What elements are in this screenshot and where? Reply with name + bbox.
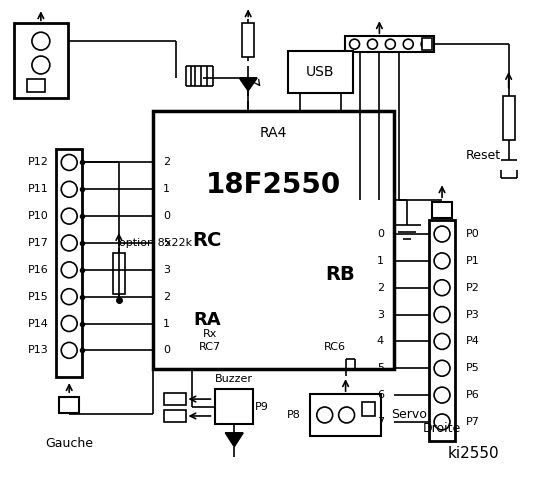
Bar [215,389,253,424]
Circle shape [61,235,77,251]
Text: RC7: RC7 [199,342,221,352]
Circle shape [434,280,450,296]
Bar [345,36,434,52]
Text: 0: 0 [163,345,170,355]
Text: 18F2550: 18F2550 [206,171,341,199]
Bar [310,394,382,436]
Text: RB: RB [325,265,354,284]
Text: 3: 3 [163,265,170,275]
Text: P9: P9 [255,402,269,411]
Text: P17: P17 [28,238,49,248]
Text: P6: P6 [466,390,480,400]
Text: 1: 1 [377,256,384,266]
Text: P0: P0 [466,229,480,239]
Circle shape [338,407,354,423]
Text: P15: P15 [28,292,49,301]
Text: RC: RC [192,230,222,250]
Text: 5: 5 [377,363,384,373]
Circle shape [434,226,450,242]
Bar [13,23,68,98]
Circle shape [61,208,77,224]
Circle shape [368,39,377,49]
Text: RC6: RC6 [324,342,346,352]
Text: Buzzer: Buzzer [215,374,253,384]
Bar [429,220,455,441]
Circle shape [61,288,77,305]
Circle shape [32,56,50,74]
Text: Servo: Servo [392,408,427,421]
Circle shape [349,39,359,49]
Text: Rx: Rx [203,329,217,339]
Text: P1: P1 [466,256,480,266]
Text: Reset: Reset [466,149,502,162]
Text: 3: 3 [377,310,384,320]
Text: option 8x22k: option 8x22k [119,238,192,248]
Text: P7: P7 [466,417,480,427]
Circle shape [317,407,333,423]
Bar [28,79,45,92]
Circle shape [434,253,450,269]
Circle shape [403,39,413,49]
Text: P12: P12 [28,157,49,168]
Bar [164,410,185,422]
Text: P11: P11 [28,184,49,194]
Text: P5: P5 [466,363,480,373]
Bar [153,111,394,369]
Text: P14: P14 [28,319,49,328]
Polygon shape [239,78,257,91]
Text: 1: 1 [163,184,170,194]
Text: 0: 0 [163,211,170,221]
Circle shape [61,181,77,197]
Text: 5: 5 [163,238,170,248]
Circle shape [61,315,77,332]
Circle shape [32,32,50,50]
Text: USB: USB [306,65,335,79]
Bar [362,402,375,416]
Circle shape [434,334,450,349]
Text: P2: P2 [466,283,480,293]
Text: P4: P4 [466,336,480,347]
Bar [242,24,254,57]
Bar [432,202,452,218]
Text: 2: 2 [163,292,170,301]
Circle shape [434,360,450,376]
Text: 2: 2 [163,157,170,168]
Bar [59,397,79,413]
Circle shape [434,387,450,403]
Text: 4: 4 [377,336,384,347]
Text: 1: 1 [163,319,170,328]
Bar [503,96,515,140]
Bar [113,253,125,295]
Text: Gauche: Gauche [45,437,93,450]
Text: RA: RA [194,311,221,328]
Bar [422,38,432,50]
Text: RA4: RA4 [260,126,287,140]
Text: 0: 0 [377,229,384,239]
Text: ki2550: ki2550 [448,446,500,461]
Circle shape [61,342,77,358]
Text: 7: 7 [377,417,384,427]
Circle shape [385,39,395,49]
Bar [164,393,185,405]
Text: P8: P8 [287,410,301,420]
Text: 6: 6 [377,390,384,400]
Circle shape [434,307,450,323]
Text: P16: P16 [28,265,49,275]
Bar [56,148,82,377]
Circle shape [421,39,431,49]
Polygon shape [225,433,243,447]
Circle shape [434,414,450,430]
Text: P13: P13 [28,345,49,355]
Circle shape [61,155,77,170]
Text: P10: P10 [28,211,49,221]
Text: P3: P3 [466,310,480,320]
Bar [288,51,353,93]
Text: Droite: Droite [423,422,461,435]
Circle shape [61,262,77,278]
Text: 2: 2 [377,283,384,293]
